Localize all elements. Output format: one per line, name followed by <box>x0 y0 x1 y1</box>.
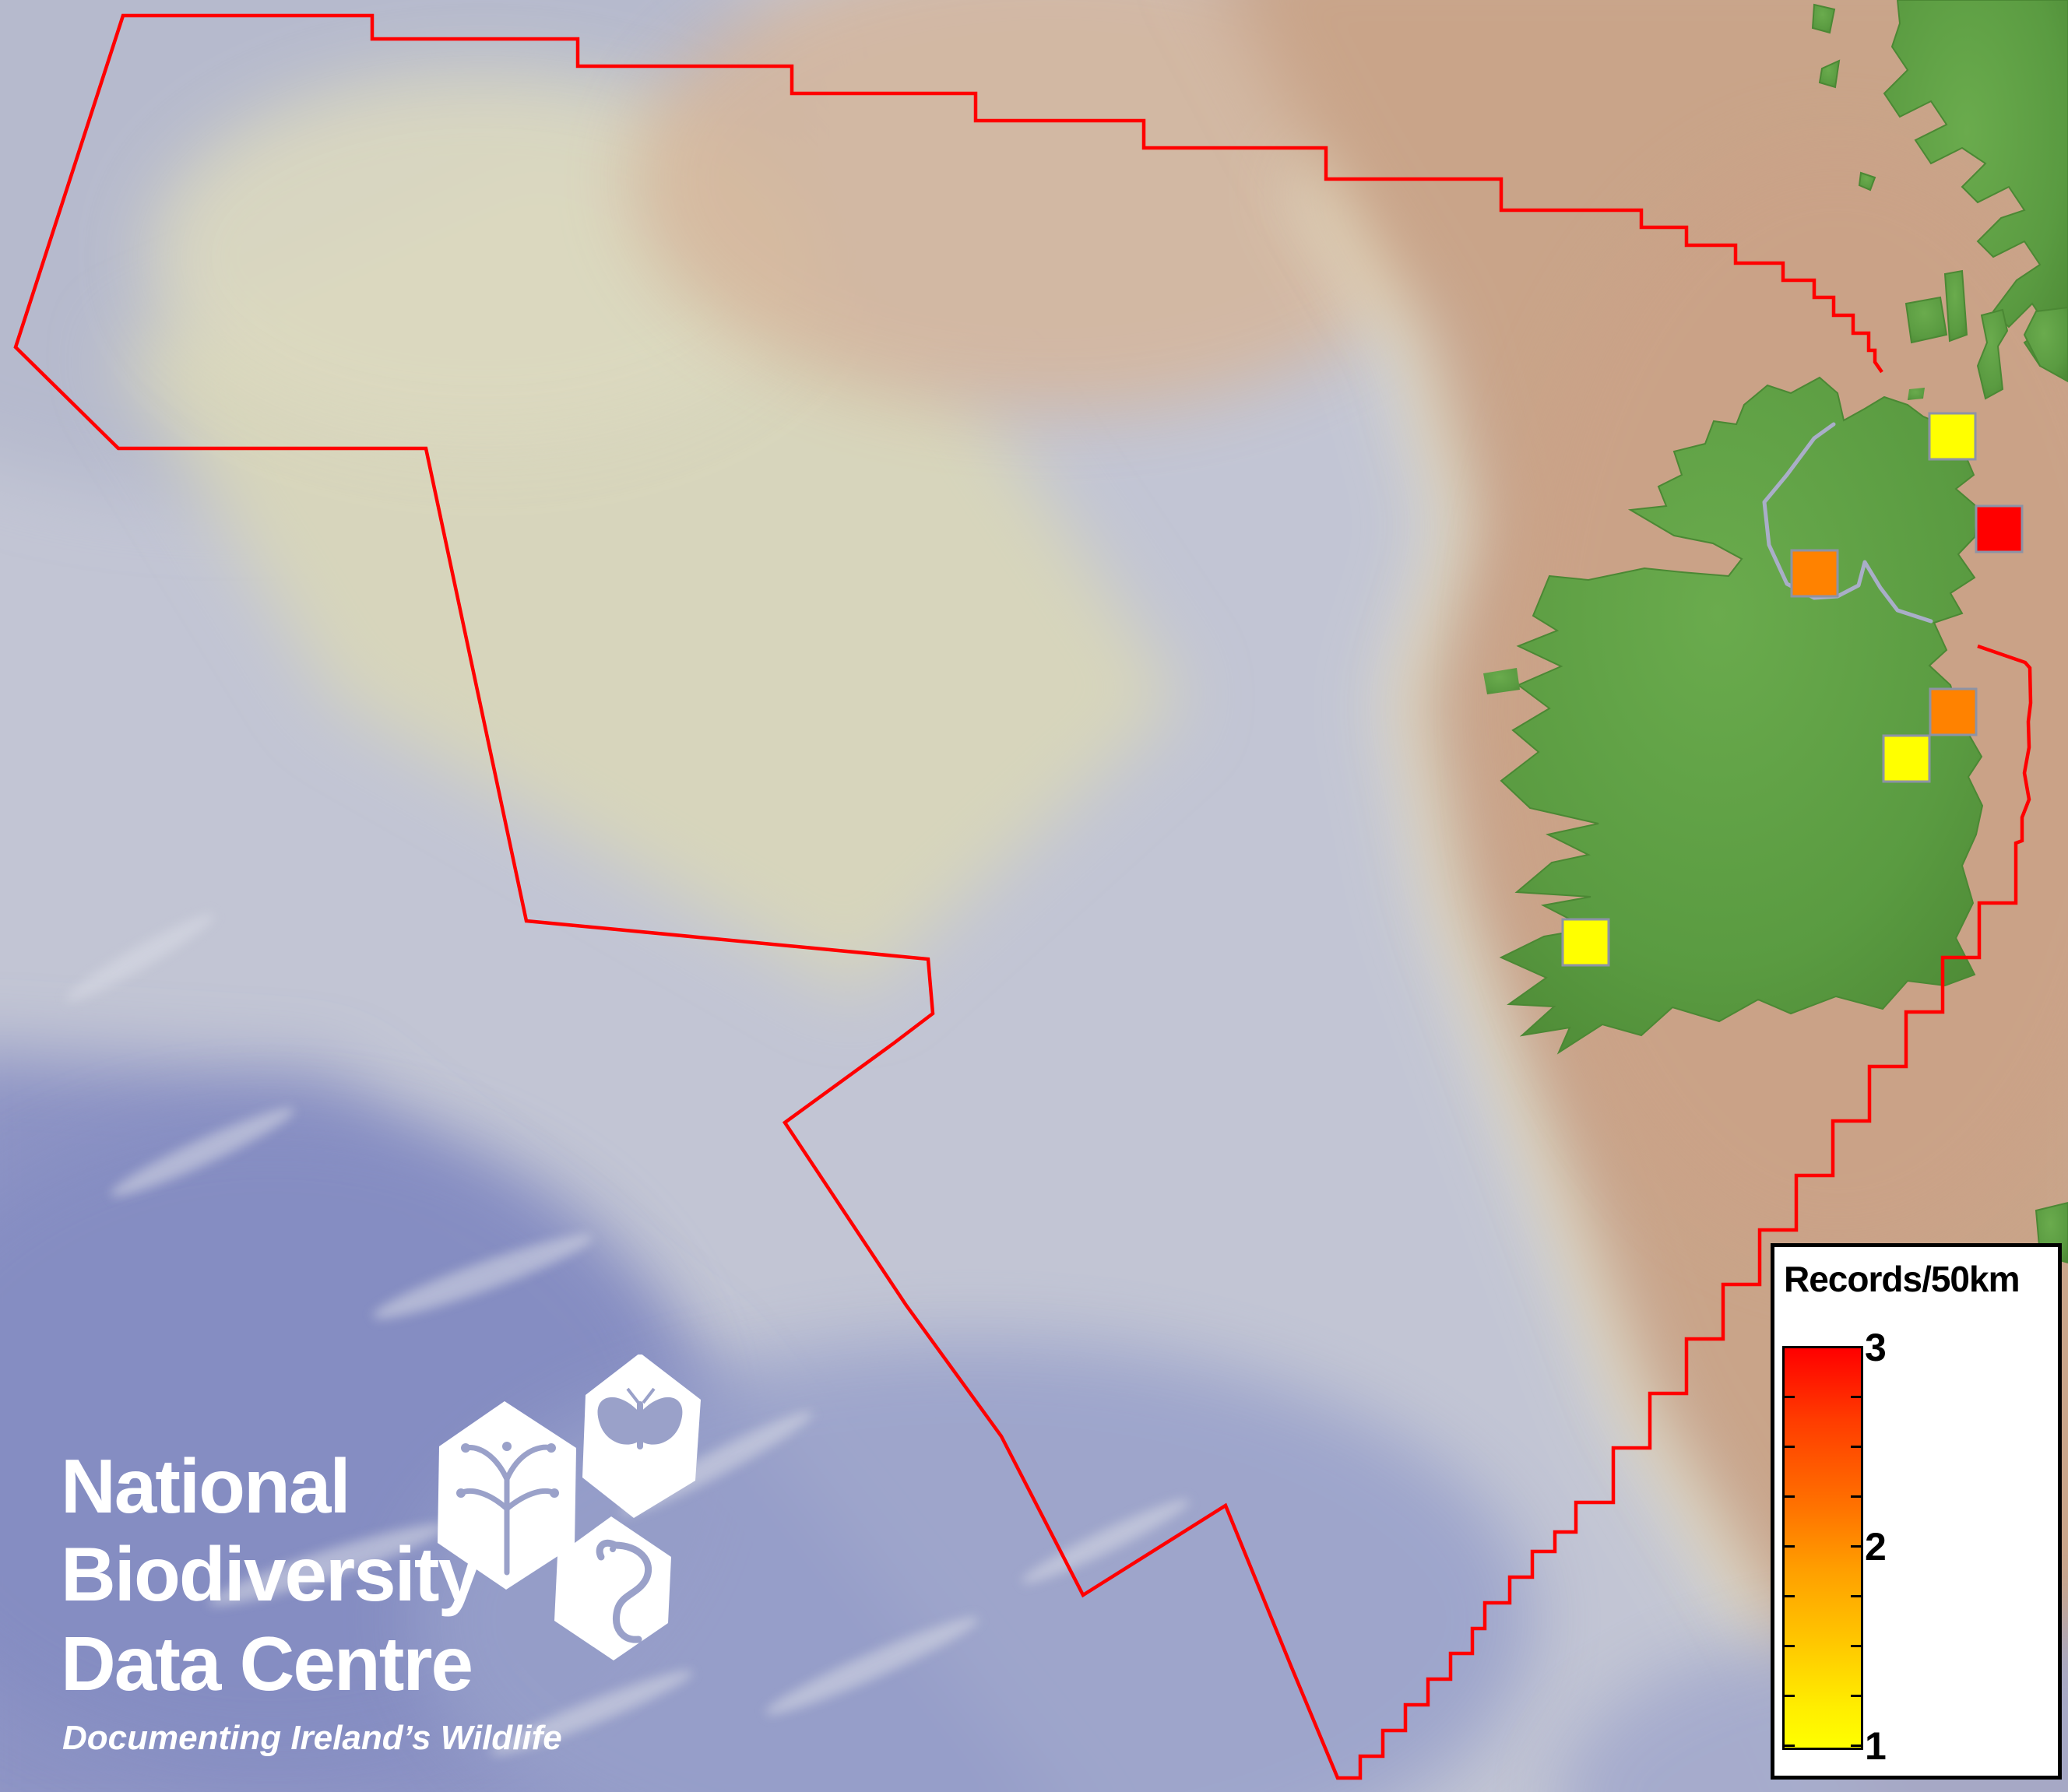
record-square <box>1928 412 1977 461</box>
legend-panel: Records/50km 3 2 1 <box>1771 1243 2062 1780</box>
legend-title: Records/50km <box>1784 1259 2020 1299</box>
britain-landmass <box>1811 0 2068 1264</box>
nbdc-logo: National Biodiversity Data Centre Docume… <box>0 1355 747 1790</box>
record-square <box>1975 504 2024 553</box>
logo-line-2: Biodiversity <box>61 1531 480 1617</box>
legend-ticks-right <box>1851 1348 1861 1748</box>
nbdc-logo-hexagons <box>438 1355 701 1660</box>
record-square <box>1790 549 1839 598</box>
legend-min-label: 1 <box>1865 1724 1887 1768</box>
legend-mid-label: 2 <box>1865 1525 1887 1569</box>
achill-island <box>1483 668 1520 694</box>
seahorse-glyph <box>596 1539 652 1643</box>
legend-max-label: 3 <box>1865 1326 1887 1369</box>
rathlin-island <box>1908 388 1925 400</box>
legend-ticks-left <box>1785 1348 1795 1748</box>
record-square <box>1882 734 1931 783</box>
legend-gradient-bar <box>1782 1346 1863 1750</box>
plant-glyph <box>456 1442 559 1576</box>
butterfly-glyph <box>597 1387 683 1449</box>
eez-boundary-line <box>13 13 2033 1780</box>
logo-line-1: National <box>61 1443 351 1529</box>
record-squares-layer <box>1561 412 2024 967</box>
logo-tagline: Documenting Ireland’s Wildlife <box>62 1719 562 1757</box>
ireland-landmass <box>1483 376 1984 1055</box>
record-square <box>1929 687 1978 736</box>
ni-border-line <box>1762 422 1933 624</box>
record-square <box>1561 918 1610 967</box>
logo-line-3: Data Centre <box>61 1621 473 1706</box>
